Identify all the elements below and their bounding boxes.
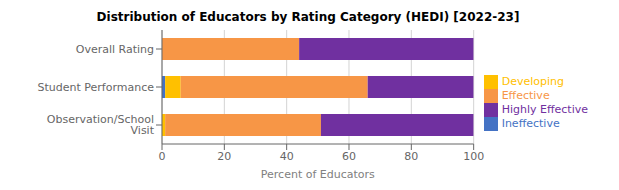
html-text:Effective: Effective (501, 89, 550, 102)
svg-text:Student Performance: Student Performance (37, 81, 154, 94)
svg-text:80: 80 (404, 150, 418, 163)
svg-text:60: 60 (342, 150, 356, 163)
svg-text:Percent of Educators: Percent of Educators (261, 168, 375, 180)
html-text:Developing: Developing (501, 75, 564, 88)
html-text:Ineffective: Ineffective (501, 117, 560, 130)
svg-text:40: 40 (280, 150, 294, 163)
html-text:Distribution of Educators by R: Distribution of Educators by Rating Cate… (96, 10, 520, 24)
svg-text:0: 0 (159, 150, 166, 163)
svg-text:20: 20 (217, 150, 231, 163)
svg-text:Overall Rating: Overall Rating (76, 43, 154, 56)
svg-text:Observation/SchoolVisit: Observation/SchoolVisit (47, 113, 155, 137)
html-text:Highly Effective: Highly Effective (501, 103, 588, 116)
svg-text:100: 100 (463, 150, 484, 163)
